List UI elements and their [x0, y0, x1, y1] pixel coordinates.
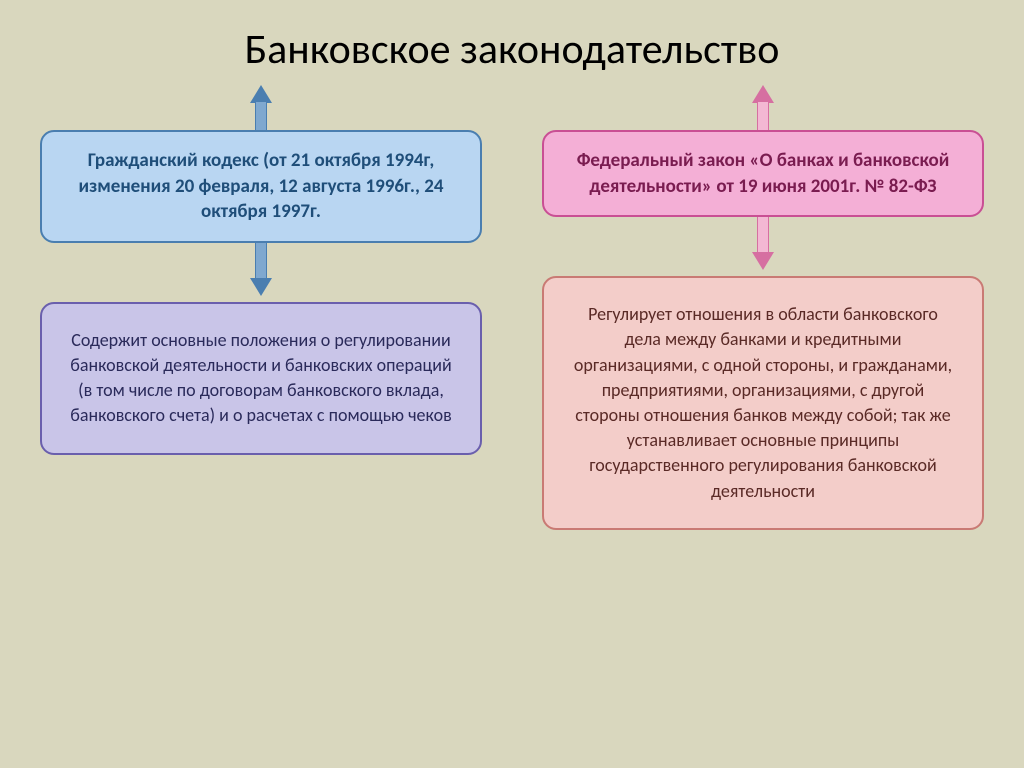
right-lower-box: Регулирует отношения в области банковско… [542, 276, 984, 530]
arrow-up-icon [752, 85, 774, 103]
left-upper-box: Гражданский кодекс (от 21 октября 1994г,… [40, 130, 482, 243]
arrow-stem [255, 243, 267, 279]
right-upper-box: Федеральный закон «О банках и банковской… [542, 130, 984, 217]
left-upper-text: Гражданский кодекс (от 21 октября 1994г,… [79, 149, 444, 223]
right-upper-text: Федеральный закон «О банках и банковской… [577, 149, 950, 198]
columns: Гражданский кодекс (от 21 октября 1994г,… [40, 85, 984, 530]
arrow-up-icon [250, 85, 272, 103]
right-lower-text: Регулирует отношения в области банковско… [574, 303, 952, 501]
arrow-down-icon [752, 252, 774, 270]
left-column: Гражданский кодекс (от 21 октября 1994г,… [40, 85, 482, 530]
arrow-stem [757, 102, 769, 130]
slide-title: Банковское законодательство [40, 24, 984, 75]
arrow-stem [255, 102, 267, 130]
arrow-down-icon [250, 278, 272, 296]
slide: Банковское законодательство Гражданский … [0, 0, 1024, 768]
arrow-stem [757, 217, 769, 253]
left-lower-text: Содержит основные положения о регулирова… [70, 329, 452, 427]
right-column: Федеральный закон «О банках и банковской… [542, 85, 984, 530]
left-lower-box: Содержит основные положения о регулирова… [40, 302, 482, 455]
